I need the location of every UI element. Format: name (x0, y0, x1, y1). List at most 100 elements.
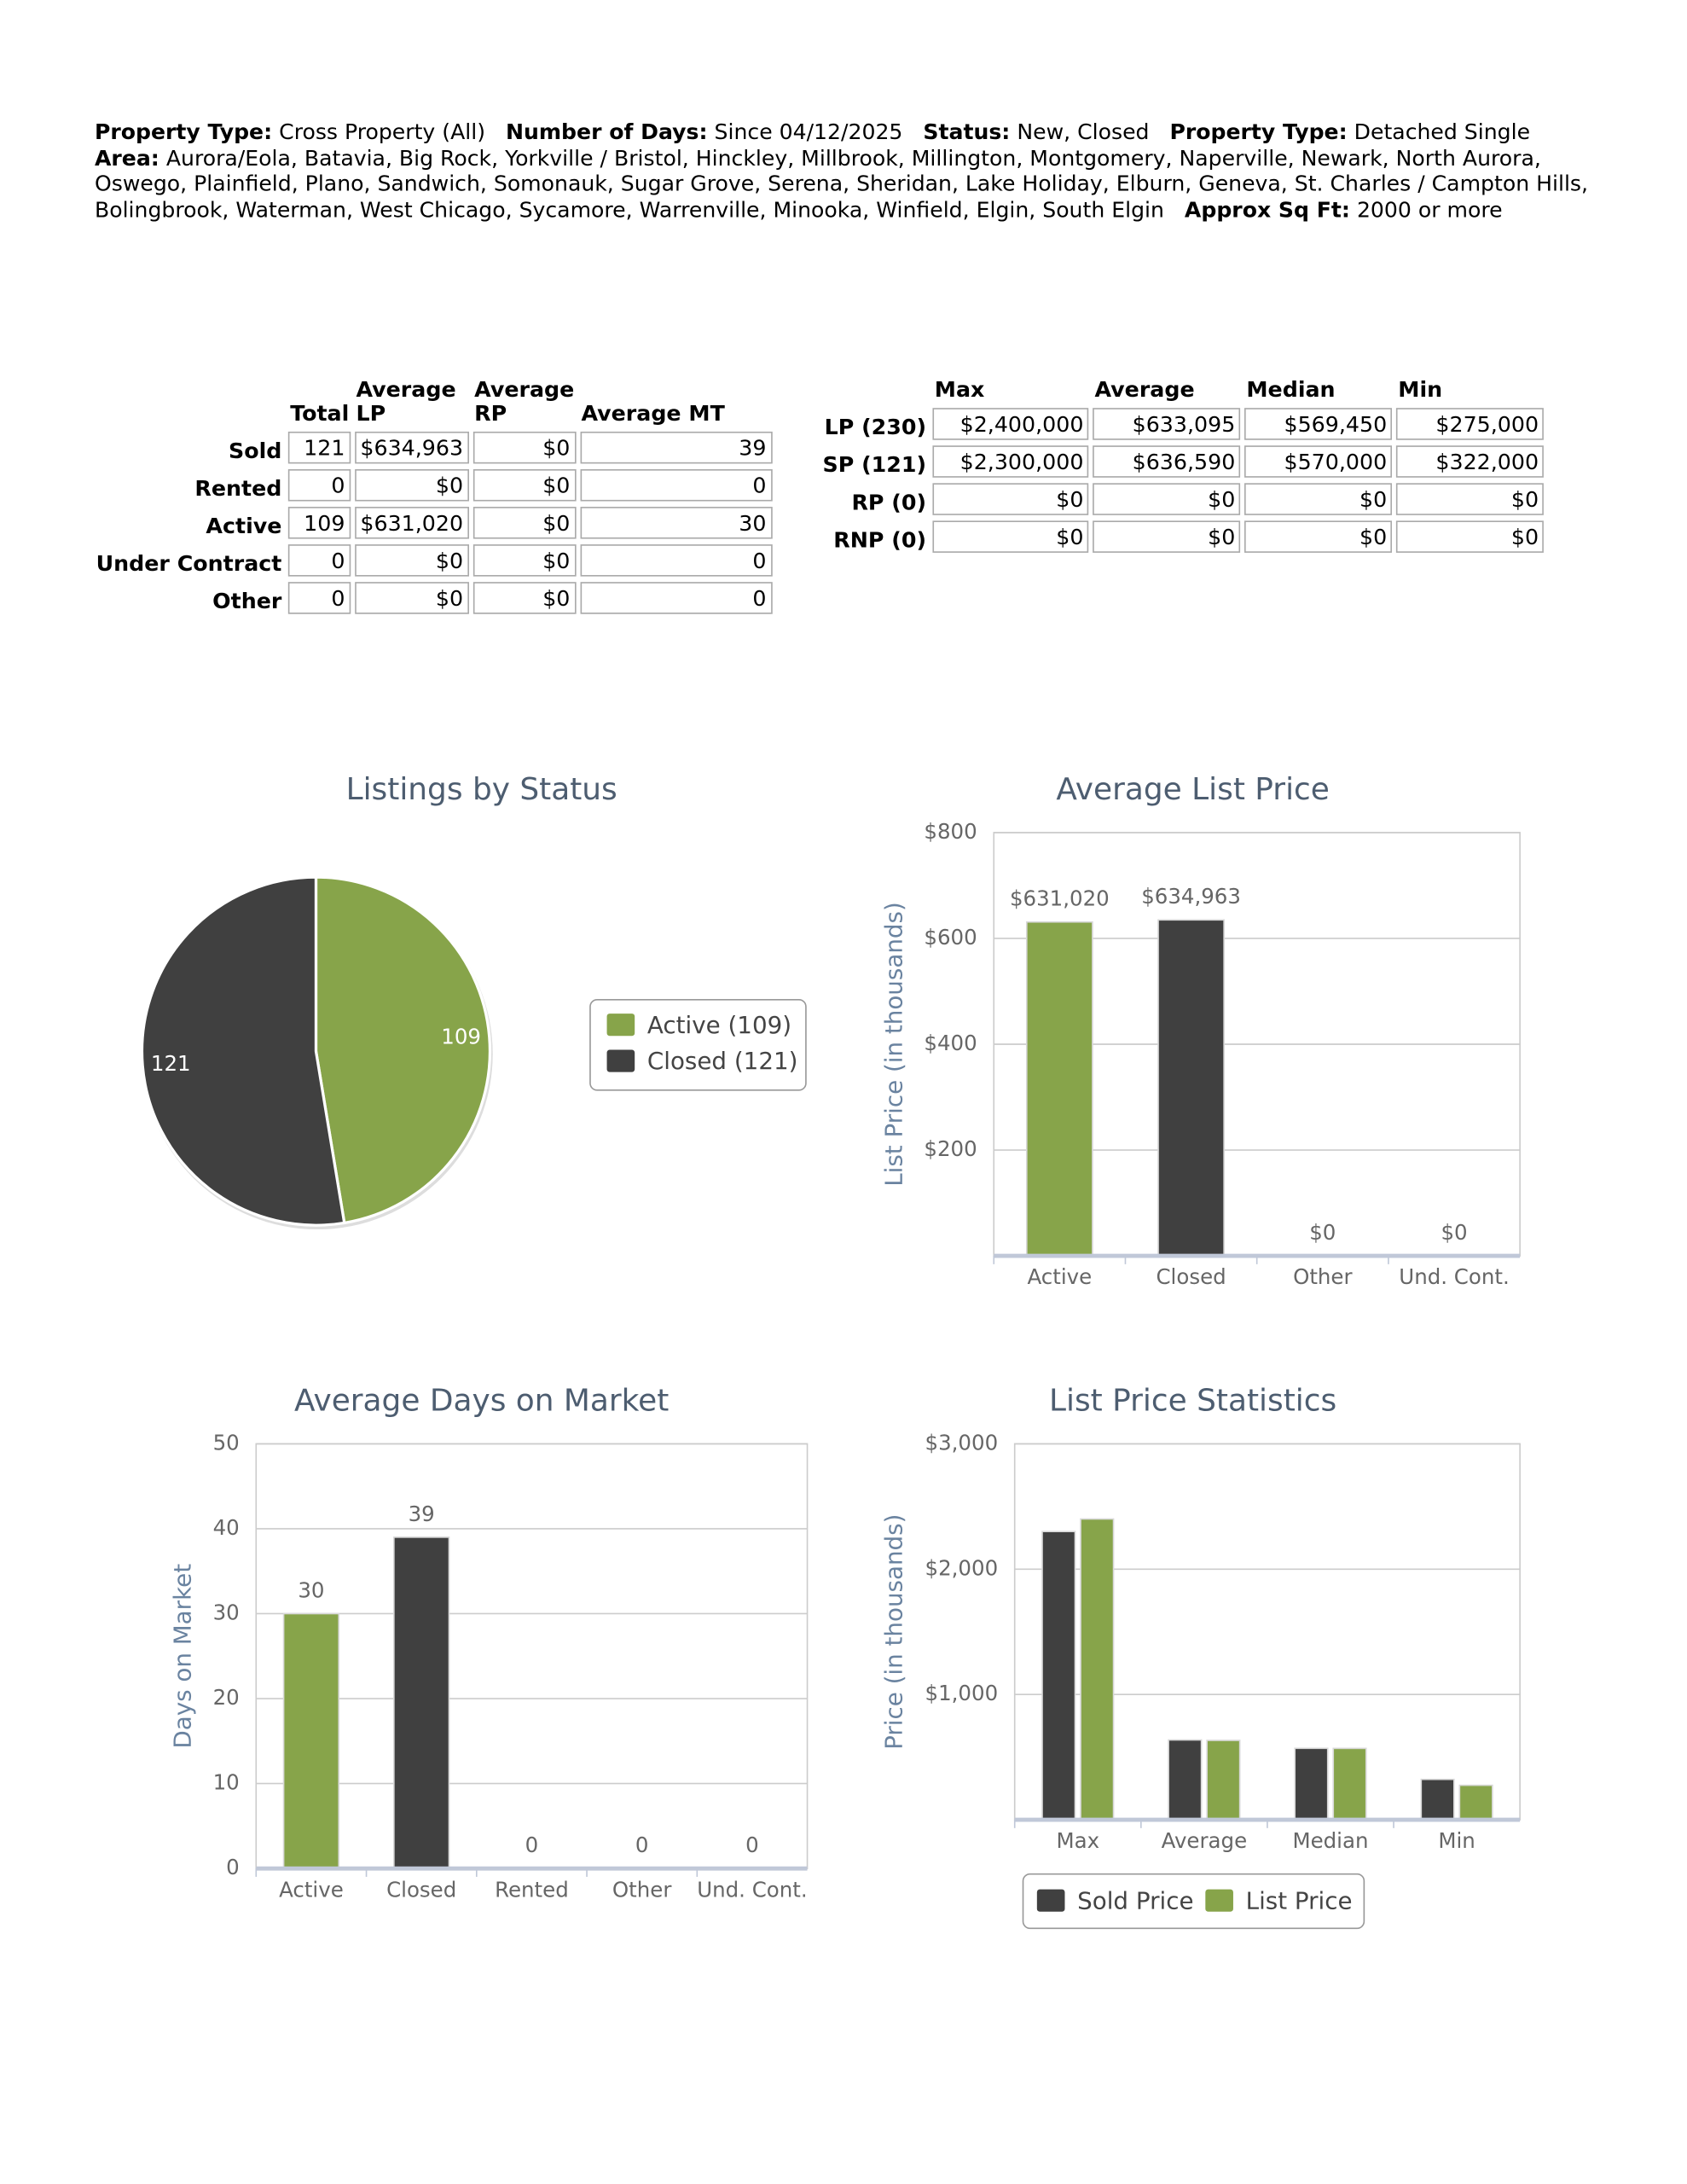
y-tick-label: 20 (213, 1685, 240, 1710)
table-cell: $0 (1093, 520, 1241, 553)
table-cell: $0 (1244, 520, 1393, 553)
criterion-value: Cross Property (All) (279, 119, 486, 145)
row-header: SP (121) (822, 452, 927, 478)
criterion-value: New, Closed (1017, 119, 1150, 145)
x-tick-label: Rented (495, 1877, 569, 1902)
bar (393, 1536, 450, 1869)
column-header: Max (934, 377, 985, 403)
table-cell: $0 (472, 468, 576, 502)
legend-swatch (606, 1049, 635, 1072)
x-tick-label: Active (279, 1877, 344, 1902)
y-tick-label: $200 (924, 1136, 977, 1161)
table-cell: $0 (933, 520, 1089, 553)
bar (1080, 1518, 1115, 1821)
row-header: RP (0) (851, 490, 927, 515)
header-row: Total Average LP Average RP Average MT (95, 378, 772, 427)
search-criteria: Property Type: Cross Property (All) Numb… (95, 119, 1598, 223)
data-label: $0 (1441, 1220, 1467, 1245)
table-cell: $0 (1244, 483, 1393, 515)
legend-label: Closed (121) (647, 1047, 798, 1075)
pie-slice (314, 875, 492, 1225)
table-cell: $636,590 (1093, 445, 1241, 478)
table-row: Rented 0 $0 $0 0 (95, 468, 773, 502)
table-cell: 0 (579, 468, 773, 502)
chart-title: Listings by Status (346, 772, 617, 807)
table-cell: 0 (288, 544, 351, 577)
legend-label: List Price (1246, 1886, 1353, 1914)
table-cell: 0 (579, 582, 773, 614)
legend-label: Sold Price (1077, 1886, 1193, 1914)
x-tick-label: Max (1056, 1828, 1099, 1853)
table-row: Sold 121 $634,963 $0 39 (95, 431, 773, 464)
table-cell: $0 (472, 507, 576, 539)
table-cell: $275,000 (1396, 408, 1545, 440)
table-cell: 109 (288, 507, 351, 539)
criterion-label: Status: (923, 119, 1011, 145)
table-cell: $0 (354, 544, 469, 577)
y-tick-label: $800 (924, 819, 977, 844)
table-cell: $0 (354, 468, 469, 502)
chart-title: Average Days on Market (294, 1383, 669, 1418)
x-tick-label: Average (1162, 1828, 1247, 1853)
table-row: RP (0) $0 $0 $0 $0 (821, 483, 1545, 515)
bar (1025, 921, 1093, 1257)
legend-swatch (1205, 1889, 1233, 1912)
y-tick-label: 40 (213, 1515, 240, 1540)
column-header: Total (290, 401, 350, 427)
table-row: Active 109 $631,020 $0 30 (95, 507, 773, 539)
x-tick-label: Other (612, 1877, 672, 1902)
table-row: SP (121) $2,300,000 $636,590 $570,000 $322,0… (821, 445, 1545, 478)
table-cell: $634,963 (354, 431, 469, 464)
criterion-label: Number of Days: (505, 119, 708, 145)
y-axis-label: List Price (in thousands) (879, 902, 907, 1187)
y-axis-label: Days on Market (168, 1564, 196, 1749)
y-tick-label: $1,000 (925, 1681, 999, 1705)
bar (1332, 1747, 1367, 1821)
criterion-label: Property Type: (94, 119, 273, 145)
y-tick-label: $400 (924, 1031, 977, 1055)
x-tick-label: Min (1438, 1828, 1475, 1853)
table-row: Under Contract 0 $0 $0 0 (95, 544, 773, 577)
table-cell: $569,450 (1244, 408, 1393, 440)
column-header: Min (1398, 377, 1443, 403)
pie-label: 121 (151, 1051, 191, 1076)
row-header: LP (230) (824, 415, 927, 440)
legend-box (589, 998, 807, 1091)
table-cell: 39 (579, 431, 773, 464)
table-cell: $2,300,000 (933, 445, 1089, 478)
table-cell: $631,020 (354, 507, 469, 539)
row-header: Active (206, 514, 282, 539)
x-tick-label: Other (1293, 1264, 1353, 1289)
criterion-value: Since 04/12/2025 (714, 119, 903, 145)
y-tick-label: 30 (213, 1600, 240, 1624)
criterion-value: Aurora/Eola, Batavia, Big Rock, Yorkvill… (94, 145, 1589, 223)
y-tick-label: $600 (924, 925, 977, 950)
table-row: RNP (0) $0 $0 $0 $0 (821, 520, 1545, 553)
x-tick-label: Active (1028, 1264, 1093, 1289)
price-table: Max Average Median Min LP (230) $2,400,000 $63… (817, 373, 1549, 558)
table-cell: 0 (288, 468, 351, 502)
row-header: Rented (194, 476, 282, 502)
column-header: Average (1094, 377, 1195, 403)
data-label: 0 (635, 1833, 649, 1857)
data-label: $0 (1309, 1220, 1336, 1245)
y-tick-label: 50 (213, 1430, 240, 1455)
row-header: Other (212, 589, 282, 614)
criterion-value: Detached Single (1354, 119, 1531, 145)
data-label: $631,020 (1010, 886, 1110, 911)
criterion-label: Area: (94, 145, 159, 171)
table-cell: $322,000 (1396, 445, 1545, 478)
status-table: Total Average LP Average RP Average MT Sold 1… (90, 373, 776, 619)
bar (282, 1612, 340, 1869)
y-tick-label: 10 (213, 1770, 240, 1795)
table-cell: 0 (288, 582, 351, 614)
row-header: Under Contract (96, 551, 282, 577)
table-row: LP (230) $2,400,000 $633,095 $569,450 $275,0… (821, 408, 1545, 440)
data-label: $634,963 (1141, 884, 1241, 909)
x-tick-label: Median (1292, 1828, 1368, 1853)
header-row: Max Average Median Min (821, 377, 1545, 403)
criterion-label: Property Type: (1169, 119, 1348, 145)
